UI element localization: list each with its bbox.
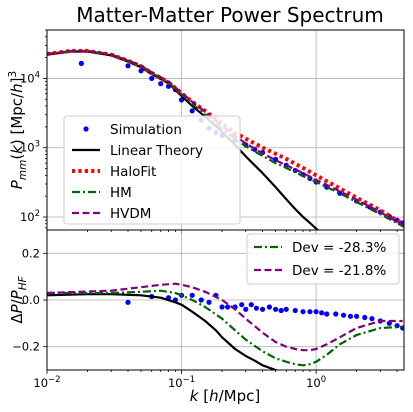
top-legend-box bbox=[63, 115, 241, 225]
legend-marker-simulation bbox=[83, 126, 89, 132]
legend-label-linear-theory: Linear Theory bbox=[110, 143, 203, 159]
legend-label-simulation: Simulation bbox=[110, 122, 182, 138]
bottom-point-simulation bbox=[259, 306, 266, 312]
bottom-point-simulation bbox=[300, 309, 306, 315]
bottom-x-axis-label: k [h/Mpc] bbox=[190, 387, 260, 405]
bottom-point-simulation bbox=[278, 307, 284, 314]
bottom-point-simulation bbox=[189, 292, 195, 298]
top-y-tick-label: 102 bbox=[20, 209, 40, 224]
bottom-point-simulation bbox=[273, 306, 279, 312]
legend-label-hm: HM bbox=[110, 185, 132, 201]
top-point-simulation bbox=[149, 75, 155, 82]
bottom-y-tick-label: 0.2 bbox=[22, 246, 40, 260]
legend-label-dev-hm: Dev = -28.3% bbox=[292, 240, 387, 256]
legend-label-dev-hvdm: Dev = -21.8% bbox=[292, 263, 387, 279]
bottom-point-simulation bbox=[283, 306, 289, 312]
top-point-simulation bbox=[78, 60, 84, 66]
legend-entry-halofit: HaloFit bbox=[72, 164, 156, 180]
bottom-line-hvdm bbox=[47, 282, 403, 352]
legend-entry-linear-theory: Linear Theory bbox=[72, 143, 203, 159]
bottom-point-simulation bbox=[369, 316, 375, 322]
bottom-point-simulation bbox=[324, 311, 330, 317]
legend-entry-dev-hvdm: Dev = -21.8% bbox=[254, 263, 387, 279]
bottom-point-simulation bbox=[362, 314, 368, 321]
legend-entry-simulation: Simulation bbox=[83, 122, 182, 138]
legend-entry-hvdm: HVDM bbox=[72, 206, 151, 222]
bottom-y-tick-label: 0.0 bbox=[22, 293, 40, 307]
bottom-point-simulation bbox=[253, 305, 260, 311]
bottom-line-hm bbox=[47, 289, 403, 367]
bottom-point-simulation bbox=[248, 302, 254, 308]
bottom-legend: Dev = -28.3% Dev = -21.8% bbox=[246, 233, 400, 285]
bottom-point-simulation bbox=[340, 312, 347, 318]
bottom-point-simulation bbox=[239, 302, 245, 308]
bottom-point-simulation bbox=[266, 304, 273, 310]
top-panel: 102 103 104 Pmm(k) [Mpc/h]3 Simulation Lin… bbox=[7, 29, 405, 234]
bottom-ticks: −0.2 0.0 0.2 10−2 10−1 100 bbox=[12, 246, 398, 390]
bottom-y-axis-label: ΔP/PHF bbox=[8, 275, 29, 323]
legend-label-hvdm: HVDM bbox=[110, 206, 151, 222]
legend-entry-dev-hm: Dev = -28.3% bbox=[254, 240, 387, 256]
top-point-simulation bbox=[125, 63, 131, 69]
bottom-line-linear-theory bbox=[47, 293, 279, 370]
bottom-point-simulation bbox=[198, 297, 204, 303]
legend-label-halofit: HaloFit bbox=[110, 164, 156, 180]
bottom-x-tick-label: 10−1 bbox=[168, 375, 195, 390]
top-y-tick-label: 104 bbox=[20, 70, 40, 85]
top-ticks: 102 103 104 bbox=[20, 29, 398, 234]
top-line-hvdm bbox=[47, 49, 404, 227]
bottom-point-simulation bbox=[313, 309, 319, 315]
bottom-point-simulation bbox=[125, 299, 131, 305]
top-y-axis-label: Pmm(k) [Mpc/h]3 bbox=[7, 71, 29, 189]
bottom-x-tick-label: 100 bbox=[306, 375, 326, 390]
top-point-simulation bbox=[189, 108, 195, 114]
bottom-point-simulation bbox=[206, 299, 212, 305]
bottom-point-simulation bbox=[319, 310, 325, 316]
legend-entry-hm: HM bbox=[72, 185, 132, 201]
bottom-series bbox=[47, 282, 404, 370]
bottom-point-simulation bbox=[307, 309, 313, 315]
chart-title: Matter-Matter Power Spectrum bbox=[76, 3, 383, 27]
bottom-point-simulation bbox=[225, 304, 231, 310]
bottom-point-simulation bbox=[292, 307, 298, 314]
bottom-point-simulation bbox=[243, 306, 249, 312]
bottom-point-simulation bbox=[219, 304, 225, 310]
bottom-legend-box bbox=[246, 233, 400, 285]
top-legend: Simulation Linear Theory HaloFit HM HVDM bbox=[63, 115, 241, 225]
bottom-panel: −0.2 0.0 0.2 10−2 10−1 100 ΔP/PHF k [h/Mpc] D… bbox=[8, 229, 405, 405]
bottom-point-simulation bbox=[347, 313, 354, 319]
bottom-x-tick-label: 10−2 bbox=[33, 375, 60, 390]
top-y-tick-label: 103 bbox=[20, 140, 40, 155]
bottom-point-simulation bbox=[333, 311, 339, 317]
bottom-point-simulation bbox=[354, 313, 360, 319]
bottom-y-tick-label: −0.2 bbox=[12, 340, 40, 354]
top-point-simulation bbox=[158, 81, 164, 87]
